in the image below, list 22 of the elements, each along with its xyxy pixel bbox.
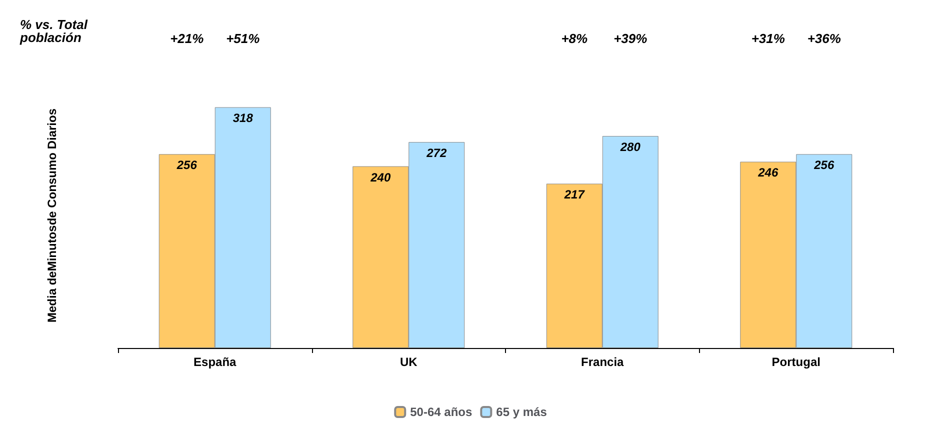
x-tick-label: Portugal <box>772 355 820 369</box>
x-tick-label: Francia <box>581 355 624 369</box>
data-label: 256 <box>176 158 198 172</box>
data-label: 240 <box>370 170 391 184</box>
text: +8% <box>561 31 588 46</box>
text: % vs. Total población <box>19 17 88 45</box>
data-label: 272 <box>426 146 447 160</box>
text: +21% <box>170 31 204 46</box>
legend-label: 50-64 años <box>410 405 472 419</box>
x-tick-label: España <box>194 355 237 369</box>
text: +36% <box>807 31 842 46</box>
data-label: 256 <box>813 158 834 172</box>
x-tick-label: UK <box>400 355 418 369</box>
text: +39% <box>614 31 648 46</box>
text: +51% <box>226 31 260 46</box>
text: +31% <box>751 31 786 46</box>
legend-label: 65 y más <box>496 405 548 419</box>
data-label: 217 <box>563 188 586 202</box>
y-axis-title: Media deMinutosde Consumo Diarios <box>45 108 59 323</box>
data-label: 246 <box>757 166 778 180</box>
data-label: 280 <box>619 140 641 154</box>
data-label: 318 <box>232 111 254 126</box>
